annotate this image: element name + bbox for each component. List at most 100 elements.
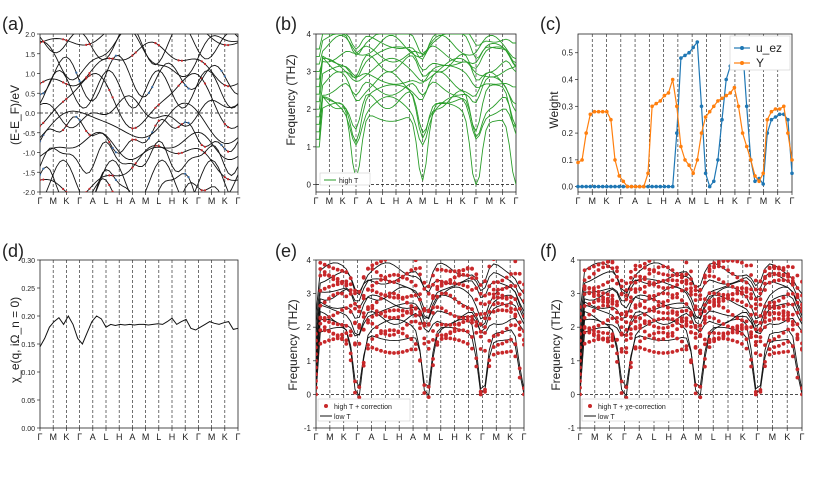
corrected-mode-point: [400, 331, 405, 336]
red-projection-point: [108, 88, 111, 92]
corrected-mode-point: [684, 272, 689, 277]
x-tick-label: H: [393, 196, 400, 206]
corrected-mode-point: [374, 261, 379, 266]
corrected-mode-point: [707, 305, 712, 310]
corrected-mode-point: [790, 302, 795, 307]
corrected-mode-point: [693, 345, 698, 349]
x-tick-label: K: [340, 196, 346, 206]
series-point-y: [691, 171, 695, 176]
x-tick-label: Γ: [196, 196, 201, 206]
corrected-mode-point: [619, 291, 624, 296]
corrected-mode-point: [786, 349, 790, 354]
x-tick-label: K: [460, 196, 466, 206]
series-point-y: [617, 174, 621, 178]
corrected-mode-point: [435, 267, 440, 272]
band-line: [40, 145, 238, 192]
red-projection-point: [157, 103, 160, 106]
corrected-mode-point: [610, 299, 615, 304]
corrected-mode-point: [661, 316, 666, 321]
corrected-mode-point: [335, 333, 340, 338]
series-point-y: [749, 158, 753, 162]
corrected-mode-point: [730, 313, 735, 317]
corrected-mode-point: [366, 287, 370, 292]
corrected-mode-point: [418, 312, 422, 317]
corrected-mode-point: [707, 291, 712, 296]
x-tick-label: M: [493, 432, 501, 442]
corrected-mode-point: [582, 316, 587, 320]
corrected-mode-point: [744, 346, 749, 351]
corrected-mode-point: [629, 336, 633, 340]
corrected-mode-point: [661, 291, 666, 296]
series-point-u-ez: [695, 40, 700, 44]
corrected-mode-point: [652, 309, 656, 313]
corrected-mode-point: [316, 338, 318, 343]
corrected-mode-point: [767, 272, 772, 276]
red-projection-point: [203, 62, 207, 66]
band-line: [40, 131, 238, 160]
x-tick-label: K: [182, 432, 188, 442]
corrected-mode-point: [675, 348, 679, 353]
red-projection-point: [227, 126, 230, 129]
series-point-u-ez: [691, 45, 695, 50]
corrected-mode-point: [422, 287, 427, 291]
corrected-mode-point: [753, 306, 758, 311]
legend-label-low-t: low T: [598, 414, 615, 421]
corrected-mode-point: [522, 329, 524, 334]
corrected-mode-point: [777, 273, 781, 277]
corrected-mode-point: [327, 273, 331, 278]
corrected-mode-point: [379, 329, 383, 333]
phonon-data: [316, 260, 524, 400]
corrected-mode-point: [374, 334, 379, 338]
corrected-mode-point: [795, 336, 800, 341]
plot-frame-d: [39, 259, 239, 429]
corrected-mode-point: [790, 276, 795, 280]
series-point-u-ez: [675, 131, 679, 135]
corrected-mode-point: [642, 336, 647, 341]
corrected-mode-point: [422, 341, 427, 346]
corrected-mode-point: [629, 327, 633, 332]
red-projection-point: [223, 122, 226, 125]
corrected-mode-point: [439, 333, 444, 338]
x-tick-label: M: [142, 196, 150, 206]
red-projection-point: [158, 24, 160, 26]
series-point-y: [761, 171, 765, 176]
corrected-mode-point: [753, 278, 758, 283]
series-point-u-ez: [712, 179, 716, 184]
corrected-mode-point: [689, 292, 693, 297]
x-tick-label: H: [660, 196, 667, 206]
corrected-mode-point: [698, 395, 703, 400]
legend-label-correction: high T + χe-correction: [598, 404, 666, 411]
series-point-y: [580, 158, 584, 162]
x-tick-label: M: [688, 196, 696, 206]
red-projection-point: [201, 28, 203, 30]
x-tick-label: M: [591, 432, 599, 442]
corrected-mode-point: [465, 315, 470, 320]
corrected-mode-point: [703, 309, 707, 314]
series-point-y: [724, 93, 728, 98]
corrected-mode-point: [624, 327, 629, 332]
corrected-mode-point: [703, 321, 707, 325]
corrected-mode-point: [767, 352, 772, 357]
corrected-mode-point: [670, 333, 675, 338]
corrected-mode-point: [374, 290, 379, 295]
red-projection-point: [135, 19, 137, 21]
corrected-mode-point: [786, 327, 790, 332]
corrected-mode-point: [745, 254, 749, 258]
red-projection-point: [65, 217, 67, 219]
corrected-mode-point: [409, 279, 414, 284]
x-tick-label: K: [740, 432, 746, 442]
corrected-mode-point: [744, 325, 749, 329]
red-projection-point: [154, 42, 157, 45]
corrected-mode-point: [522, 392, 524, 397]
corrected-mode-point: [629, 321, 633, 326]
corrected-mode-point: [392, 308, 396, 313]
corrected-mode-point: [772, 306, 777, 310]
corrected-mode-point: [758, 291, 763, 296]
corrected-mode-point: [340, 291, 344, 296]
corrected-mode-point: [470, 346, 474, 351]
corrected-mode-point: [721, 280, 726, 284]
legend-box: [729, 35, 791, 71]
corrected-mode-point: [487, 364, 492, 369]
corrected-mode-point: [431, 273, 435, 278]
